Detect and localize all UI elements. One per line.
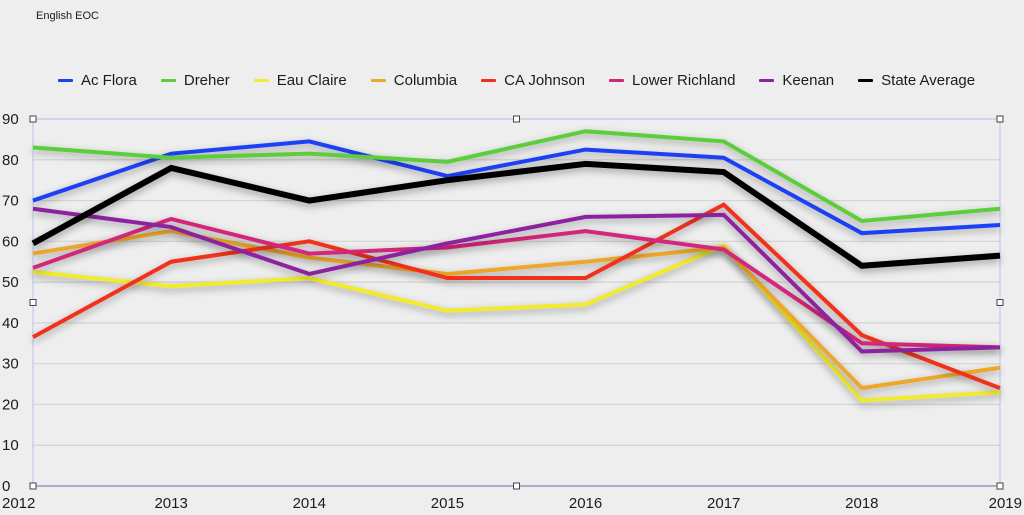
series-line-ca-johnson [32, 202, 1001, 391]
legend-swatch [858, 79, 874, 82]
selection-handle [513, 482, 520, 490]
legend-label: Keenan [782, 72, 835, 89]
legend-item: Eau Claire [253, 72, 347, 89]
legend-label: Columbia [393, 72, 458, 89]
legend-swatch [160, 79, 176, 82]
legend-label: State Average [881, 72, 976, 89]
y-tick-label: 30 [2, 356, 19, 373]
y-tick-label: 40 [2, 315, 19, 332]
y-tick-label: 50 [2, 274, 19, 291]
legend-item: CA Johnson [481, 72, 585, 89]
series-line-state-average [31, 160, 1001, 269]
selection-handle [29, 299, 37, 306]
legend-swatch [759, 79, 775, 82]
selection-handle [996, 115, 1004, 123]
legend-item: State Average [858, 72, 975, 89]
legend-item: Lower Richland [609, 72, 735, 89]
legend-swatch [253, 79, 269, 82]
series-line-ac-flora [32, 139, 1001, 236]
legend-label: Dreher [183, 72, 230, 89]
legend-swatch [481, 79, 497, 82]
series-line-keenan [32, 206, 1001, 354]
x-tick-label: 2018 [845, 495, 878, 512]
legend-swatch [370, 79, 386, 82]
x-tick-label: 2015 [431, 495, 464, 512]
legend-item: Ac Flora [58, 72, 137, 89]
x-tick-label: 2016 [569, 495, 602, 512]
selection-handle [29, 482, 37, 490]
y-tick-label: 80 [2, 152, 19, 169]
legend-item: Dreher [160, 72, 230, 89]
legend-label: Eau Claire [276, 72, 347, 89]
legend-label: CA Johnson [504, 72, 586, 89]
series-line-eau-claire [32, 243, 1001, 403]
legend-swatch [609, 79, 625, 82]
y-tick-label: 10 [2, 437, 19, 454]
selection-handle [996, 299, 1004, 306]
x-tick-label: 2019 [989, 495, 1022, 512]
chart-title: English EOC [36, 10, 99, 22]
series-line-columbia [32, 229, 1001, 391]
series-line-dreher [32, 129, 1001, 223]
y-tick-label: 0 [2, 478, 10, 495]
legend-item: Keenan [759, 72, 834, 89]
y-tick-label: 90 [2, 111, 19, 128]
y-tick-label: 70 [2, 193, 19, 210]
y-tick-label: 60 [2, 233, 19, 250]
legend-item: Columbia [370, 72, 458, 89]
selection-handle [513, 115, 520, 123]
legend-label: Ac Flora [81, 72, 137, 89]
legend-label: Lower Richland [632, 72, 736, 89]
x-tick-label: 2014 [293, 495, 326, 512]
legend-swatch [58, 79, 73, 82]
y-tick-label: 20 [2, 396, 19, 413]
chart-legend: Ac Flora Dreher Eau Claire Columbia CA Johns… [58, 72, 999, 89]
selection-handle [996, 482, 1004, 490]
x-tick-label: 2012 [2, 495, 35, 512]
x-tick-label: 2013 [154, 495, 187, 512]
selection-handle [29, 115, 37, 123]
x-tick-label: 2017 [707, 495, 740, 512]
